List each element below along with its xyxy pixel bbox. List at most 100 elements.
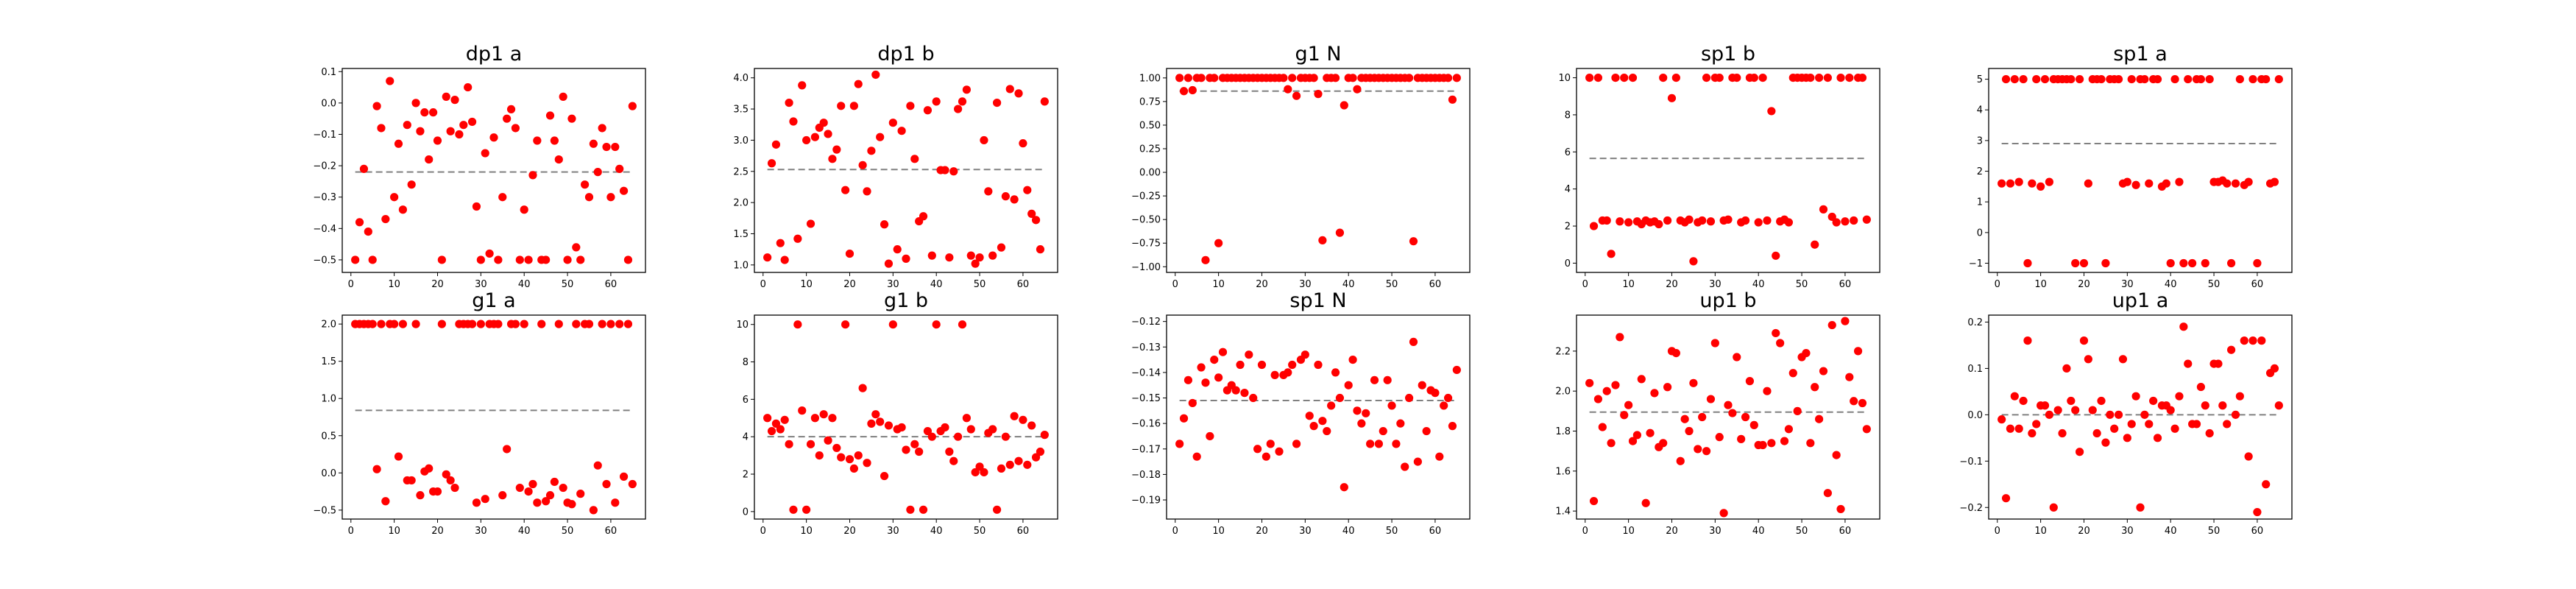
x-tick-label: 60 [2251,279,2264,290]
y-tick-label: 1.00 [1139,73,1161,84]
data-point [793,320,802,329]
data-point [1031,453,1041,462]
x-tick-label: 10 [800,526,813,537]
data-point [1710,339,1719,348]
data-point [2214,359,2223,368]
data-point [524,487,533,496]
data-point [1353,406,1362,415]
panel-title: g1 a [472,289,515,312]
data-point [615,164,624,173]
data-point [1616,217,1624,226]
data-point [2184,359,2193,368]
data-point [2062,364,2071,373]
data-point [1331,74,1340,82]
data-point [832,443,841,453]
data-point [858,384,867,392]
data-point [2170,424,2179,433]
data-point [1815,415,1824,423]
y-tick-label: 1.8 [1555,426,1571,437]
x-tick-label: 40 [2165,526,2177,537]
y-tick-label: −0.75 [1131,239,1161,250]
data-point [623,255,633,264]
data-point [1366,440,1375,448]
data-point [450,96,459,105]
data-point [1620,73,1629,82]
data-point [1340,483,1348,492]
data-point [1663,383,1672,392]
data-point [863,459,871,468]
y-tick-label: −0.17 [1131,444,1161,455]
data-point [1607,250,1616,258]
data-point [2127,420,2136,428]
data-point [1331,368,1340,377]
data-point [1431,389,1440,398]
data-point [958,97,967,106]
data-point [1698,412,1707,422]
data-point [2071,406,2080,415]
x-tick-label: 60 [1429,279,1442,290]
data-point [1292,91,1301,100]
x-tick-label: 40 [518,279,531,290]
data-point [2227,345,2236,354]
data-point [1443,393,1453,403]
data-point [589,506,598,515]
data-point [1014,456,1023,465]
data-point [962,414,971,423]
data-point [589,139,598,148]
data-point [598,124,606,133]
data-point [1014,89,1023,98]
data-point [1452,365,1461,375]
data-point [1836,73,1845,82]
data-point [1413,457,1422,466]
x-tick-label: 50 [1796,279,1808,290]
data-point [437,255,446,264]
data-point [394,139,403,148]
y-tick-label: 0.2 [1967,317,1983,328]
data-point [867,419,876,428]
data-point [988,425,997,434]
data-point [1284,85,1292,94]
data-point [2045,177,2053,186]
data-point [533,498,542,507]
data-point [1823,73,1832,82]
data-point [2153,434,2162,442]
data-point [1685,215,1694,224]
data-point [837,102,846,110]
x-tick-label: 20 [1256,279,1268,290]
data-point [355,218,364,227]
data-point [919,212,928,221]
data-point [2218,401,2227,410]
data-point [1841,317,1850,325]
data-point [611,498,620,507]
data-point [1611,73,1620,82]
data-point [980,135,988,145]
data-point [810,133,819,141]
data-point [780,415,789,424]
data-point [888,320,897,329]
data-point [902,445,910,454]
data-point [971,468,980,477]
y-tick-label: 10 [1558,73,1571,84]
data-point [2184,74,2193,84]
data-point [476,320,485,328]
data-point [819,119,828,127]
data-point [2227,258,2236,268]
data-point [593,461,602,470]
data-point [528,171,537,180]
x-tick-label: 50 [974,526,986,537]
data-point [927,432,936,441]
data-point [572,320,581,328]
data-point [472,498,481,507]
data-point [1741,216,1750,225]
y-tick-label: 0.50 [1139,120,1161,131]
data-point [545,491,555,500]
data-point [1593,73,1603,82]
y-tick-label: 2 [1565,222,1571,233]
data-point [2006,424,2015,433]
data-point [2123,434,2131,442]
x-tick-label: 30 [887,526,899,537]
data-point [880,220,889,229]
scatter-panel: up1 b 0 10 20 30 40 50 60 2.2 2.0 1.8 1.6 1.4 [1555,289,1880,537]
